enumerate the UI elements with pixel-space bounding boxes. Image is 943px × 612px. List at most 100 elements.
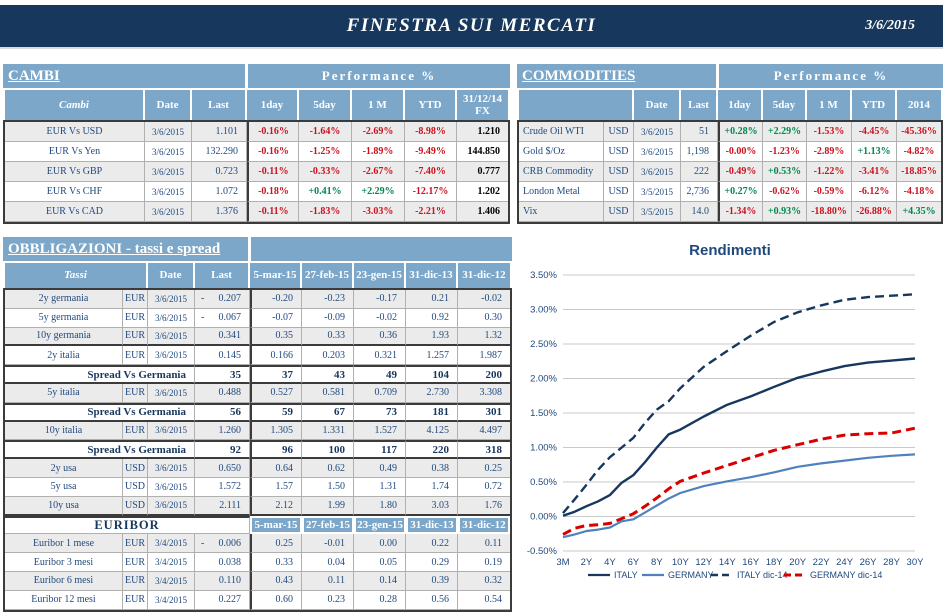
- cell-last: 1.260: [195, 421, 250, 441]
- cell-performance: -2.67%: [352, 162, 405, 182]
- svg-text:0.50%: 0.50%: [530, 477, 557, 488]
- svg-text:1.00%: 1.00%: [530, 443, 557, 454]
- euribor-section-label: EURIBOR: [5, 515, 250, 535]
- svg-text:0.00%: 0.00%: [530, 512, 557, 523]
- cell-historic-value: 1.99: [302, 496, 354, 516]
- svg-text:12Y: 12Y: [695, 557, 713, 568]
- fx-title-row: CAMBI Performance %: [3, 64, 510, 88]
- fx-table-header: Cambi Date Last 1day 5day 1 M YTD 31/12/14 FX: [5, 90, 508, 120]
- cell-last: - 0.067: [195, 308, 250, 328]
- commodities-table: Crude Oil WTI USD 3/6/2015 51 +0.28% +2.29% -1…: [517, 120, 943, 224]
- svg-text:28Y: 28Y: [883, 557, 901, 568]
- cell-performance: -0.16%: [247, 142, 299, 162]
- svg-text:-0.50%: -0.50%: [527, 546, 558, 557]
- cell-historic-value: 1.331: [302, 421, 354, 441]
- cell-last: 0.723: [192, 162, 247, 182]
- cell-date: 3/6/2015: [634, 142, 681, 162]
- commodities-table-header: Date Last 1day 5day 1 M YTD 2014: [519, 90, 941, 120]
- euribor-column-header: 31-dic-13: [406, 515, 458, 535]
- cell-historic-value: 0.54: [458, 590, 510, 610]
- cell-performance: -4.45%: [852, 122, 897, 142]
- bonds-table-section: OBBLIGAZIONI - tassi e spread Tassi Date L…: [3, 237, 512, 612]
- cell-last: 0.650: [195, 459, 250, 478]
- svg-text:14Y: 14Y: [719, 557, 737, 568]
- cell-historic-value: 1.32: [458, 327, 510, 347]
- cell-historic-value: 1.257: [406, 346, 458, 366]
- svg-text:24Y: 24Y: [836, 557, 854, 568]
- svg-text:1.50%: 1.50%: [530, 408, 557, 419]
- column-header: Date: [634, 90, 681, 120]
- cell-historic-value: -0.02: [354, 308, 406, 328]
- last-value: 0.067: [218, 312, 242, 324]
- cell-performance: -3.41%: [852, 162, 897, 182]
- cell-rate-name: 5y italia: [5, 383, 123, 403]
- cell-pair-name: EUR Vs USD: [5, 122, 145, 142]
- cell-date: 3/6/2015: [148, 346, 195, 366]
- fx-section-title: CAMBI: [3, 64, 245, 88]
- cell-date: 3/6/2015: [145, 182, 192, 202]
- cell-date: 3/6/2015: [148, 383, 195, 403]
- cell-date: 3/5/2015: [634, 182, 681, 202]
- cell-performance: -2.69%: [352, 122, 405, 142]
- cell-historic-value: 0.22: [406, 534, 458, 554]
- commodities-title-row: COMMODITIES Performance %: [517, 64, 943, 88]
- column-header: Last: [192, 90, 247, 120]
- svg-text:16Y: 16Y: [742, 557, 760, 568]
- cell-date: 3/6/2015: [145, 142, 192, 162]
- yield-chart-section: Rendimenti 3.50% 3.00% 2.50% 2.00% 1.50% 1.00…: [518, 242, 942, 612]
- column-header: Date: [148, 263, 195, 288]
- fx-table-section: CAMBI Performance % Cambi Date Last 1day 5da…: [3, 64, 510, 224]
- cell-historic-value: 3.03: [406, 496, 458, 516]
- cell-pair-name: EUR Vs CAD: [5, 202, 145, 222]
- spread-value: 301: [458, 402, 510, 422]
- cell-rate-name: 10y italia: [5, 421, 123, 441]
- cell-pair-name: EUR Vs CHF: [5, 182, 145, 202]
- cell-date: 3/5/2015: [634, 202, 681, 222]
- cell-last: 1.376: [192, 202, 247, 222]
- svg-text:20Y: 20Y: [789, 557, 807, 568]
- cell-currency: USD: [123, 496, 148, 516]
- cell-historic-value: 1.31: [354, 477, 406, 497]
- cell-performance: -12.17%: [405, 182, 457, 202]
- svg-text:10Y: 10Y: [672, 557, 690, 568]
- cell-performance: -45.36%: [897, 122, 941, 142]
- cell-historic-value: 1.305: [250, 421, 302, 441]
- cell-fx-reference: 1.210: [457, 122, 508, 142]
- cell-performance: -0.16%: [247, 122, 299, 142]
- cell-performance: -1.25%: [299, 142, 352, 162]
- cell-performance: -0.11%: [247, 162, 299, 182]
- cell-performance: -1.53%: [807, 122, 852, 142]
- cell-currency: EUR: [123, 590, 148, 610]
- column-header: 5day: [299, 90, 352, 120]
- cell-historic-value: 0.33: [250, 553, 302, 572]
- cell-last: 14.0: [681, 202, 718, 222]
- cell-historic-value: 0.32: [458, 571, 510, 591]
- cell-historic-value: -0.20: [250, 290, 302, 309]
- column-header: 27-feb-15: [302, 263, 354, 288]
- spread-value: 318: [458, 440, 510, 460]
- cell-historic-value: 0.21: [406, 290, 458, 309]
- cell-currency: EUR: [123, 290, 148, 309]
- cell-performance: -0.18%: [247, 182, 299, 202]
- column-header: 31/12/14 FX: [457, 90, 508, 120]
- spread-value: 67: [302, 402, 354, 422]
- commodities-section-title: COMMODITIES: [517, 64, 716, 88]
- cell-performance: +4.35%: [897, 202, 941, 222]
- cell-historic-value: 0.49: [354, 459, 406, 478]
- cell-date: 3/6/2015: [148, 421, 195, 441]
- cell-date: 3/4/2015: [148, 553, 195, 572]
- cell-historic-value: 0.72: [458, 477, 510, 497]
- cell-historic-value: -0.07: [250, 308, 302, 328]
- cell-historic-value: 0.30: [458, 308, 510, 328]
- cell-performance: -1.23%: [763, 142, 807, 162]
- svg-text:3.00%: 3.00%: [530, 305, 557, 316]
- column-header: 23-gen-15: [354, 263, 406, 288]
- cell-rate-name: Euribor 12 mesi: [5, 590, 123, 610]
- chart-series-italy: [562, 357, 916, 517]
- cell-rate-name: 2y usa: [5, 459, 123, 478]
- column-header: Cambi: [5, 90, 145, 120]
- cell-historic-value: 0.62: [302, 459, 354, 478]
- cell-historic-value: 0.04: [302, 553, 354, 572]
- cell-performance: -9.49%: [405, 142, 457, 162]
- bonds-title-row: OBBLIGAZIONI - tassi e spread: [3, 237, 512, 261]
